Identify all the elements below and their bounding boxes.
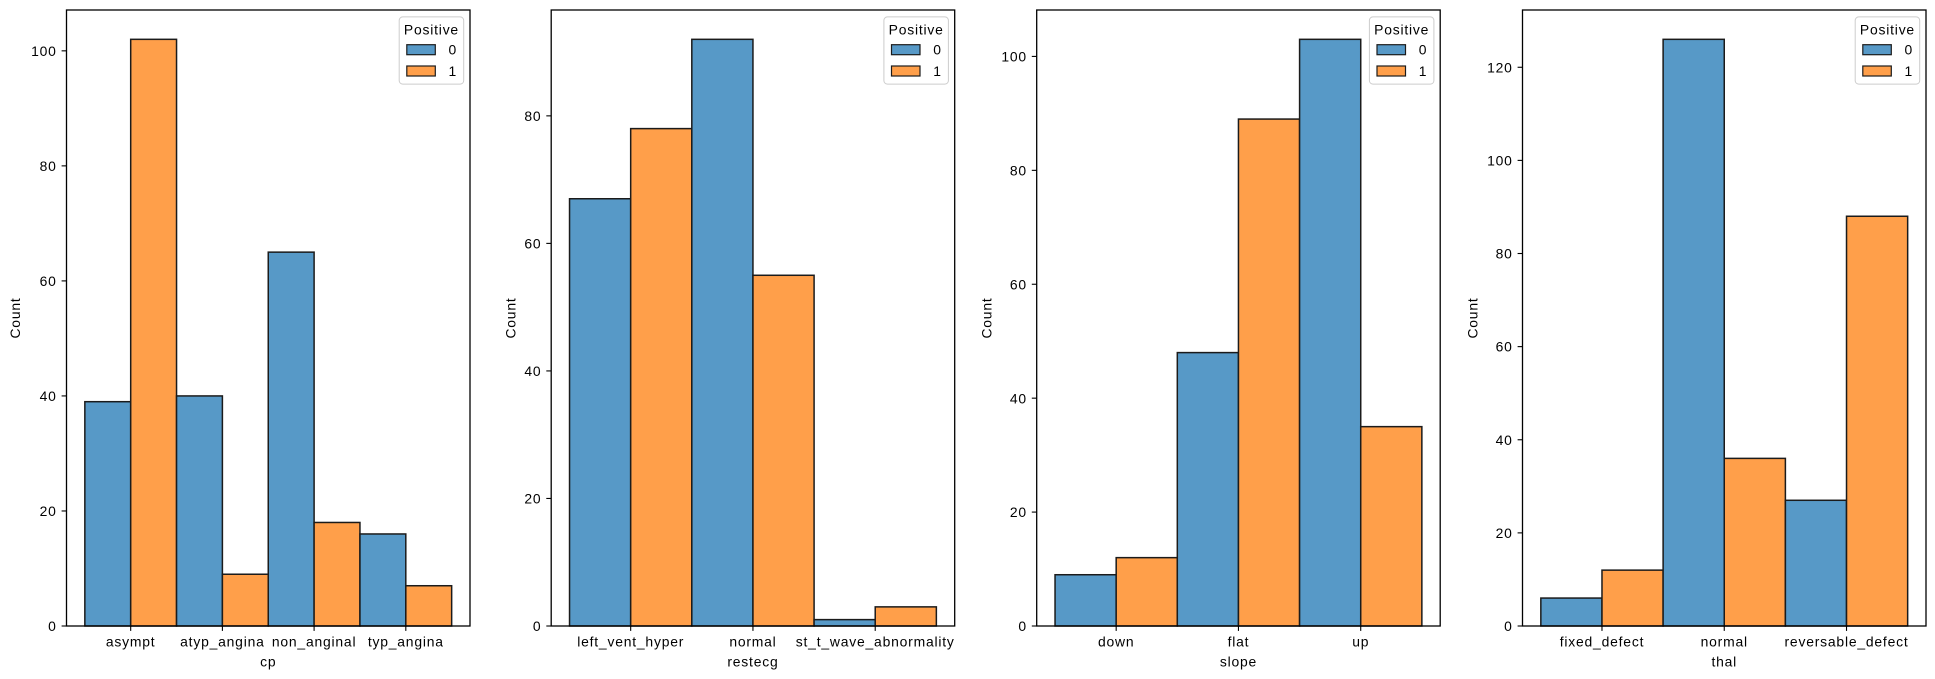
svg-text:normal: normal [729,634,776,650]
svg-text:1: 1 [1905,63,1914,79]
svg-text:80: 80 [1010,162,1027,178]
svg-text:down: down [1098,634,1134,650]
svg-text:flat: flat [1228,634,1250,650]
svg-text:fixed_defect: fixed_defect [1560,634,1645,650]
svg-text:normal: normal [1701,634,1748,650]
svg-text:20: 20 [1496,525,1513,541]
svg-text:Positive: Positive [404,21,459,37]
svg-text:120: 120 [1487,59,1513,75]
svg-text:Positive: Positive [1860,21,1915,37]
svg-text:20: 20 [1010,504,1027,520]
svg-text:thal: thal [1711,653,1737,669]
svg-text:80: 80 [524,108,541,124]
svg-text:0: 0 [48,618,57,634]
svg-text:Positive: Positive [1374,21,1429,37]
svg-text:left_vent_hyper: left_vent_hyper [577,634,684,650]
svg-text:non_anginal: non_anginal [272,634,357,650]
svg-text:0: 0 [449,42,458,58]
svg-text:st_t_wave_abnormality: st_t_wave_abnormality [796,634,955,650]
svg-text:100: 100 [1001,49,1027,65]
svg-text:40: 40 [1010,390,1027,406]
svg-text:60: 60 [524,235,541,251]
svg-text:typ_angina: typ_angina [368,634,444,650]
svg-text:1: 1 [933,63,942,79]
svg-text:80: 80 [40,158,57,174]
svg-text:60: 60 [40,273,57,289]
svg-text:1: 1 [1419,63,1428,79]
svg-text:40: 40 [40,388,57,404]
svg-text:0: 0 [1018,618,1027,634]
svg-text:Count: Count [502,297,518,338]
svg-text:Count: Count [1464,297,1480,338]
svg-text:asympt: asympt [106,634,156,650]
svg-text:1: 1 [449,63,458,79]
svg-text:100: 100 [1487,152,1513,168]
svg-text:atyp_angina: atyp_angina [180,634,265,650]
svg-text:0: 0 [933,42,942,58]
svg-text:up: up [1352,634,1369,650]
svg-text:Count: Count [7,297,23,338]
svg-text:0: 0 [533,618,542,634]
svg-text:cp: cp [260,653,276,669]
svg-text:restecg: restecg [727,653,778,669]
svg-text:Count: Count [979,297,995,338]
svg-text:0: 0 [1419,42,1428,58]
svg-text:reversable_defect: reversable_defect [1785,634,1909,650]
svg-text:60: 60 [1496,339,1513,355]
svg-text:80: 80 [1496,246,1513,262]
svg-text:40: 40 [524,363,541,379]
svg-text:0: 0 [1504,618,1513,634]
svg-text:slope: slope [1220,653,1257,669]
svg-text:40: 40 [1496,432,1513,448]
svg-text:20: 20 [40,503,57,519]
svg-text:60: 60 [1010,276,1027,292]
svg-text:Positive: Positive [889,21,944,37]
svg-text:0: 0 [1905,42,1914,58]
svg-text:20: 20 [524,491,541,507]
svg-text:100: 100 [31,43,57,59]
